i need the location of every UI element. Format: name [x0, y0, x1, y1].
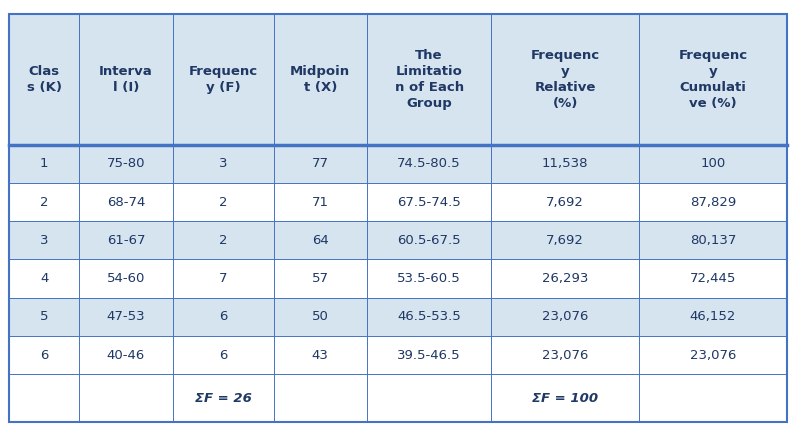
FancyBboxPatch shape [10, 374, 786, 422]
FancyBboxPatch shape [10, 145, 786, 183]
Text: Interva
l (I): Interva l (I) [99, 65, 153, 94]
FancyBboxPatch shape [10, 298, 786, 336]
FancyBboxPatch shape [10, 14, 786, 145]
Text: 26,293: 26,293 [542, 272, 588, 285]
Text: Frequenc
y (F): Frequenc y (F) [189, 65, 258, 94]
Text: 61-67: 61-67 [107, 234, 145, 247]
FancyBboxPatch shape [10, 260, 786, 298]
Text: 57: 57 [312, 272, 329, 285]
Text: 2: 2 [219, 196, 228, 209]
Text: ΣF = 26: ΣF = 26 [195, 392, 252, 405]
Text: 6: 6 [40, 349, 49, 362]
Text: 23,076: 23,076 [542, 349, 588, 362]
Text: Midpoin
t (X): Midpoin t (X) [291, 65, 350, 94]
Text: 40-46: 40-46 [107, 349, 145, 362]
Text: 3: 3 [40, 234, 49, 247]
Text: 7,692: 7,692 [546, 196, 584, 209]
Text: 68-74: 68-74 [107, 196, 145, 209]
Text: 23,076: 23,076 [542, 310, 588, 323]
Text: 80,137: 80,137 [689, 234, 736, 247]
Text: 43: 43 [312, 349, 329, 362]
Text: 100: 100 [700, 157, 725, 170]
Text: 47-53: 47-53 [107, 310, 145, 323]
Text: 71: 71 [312, 196, 329, 209]
Text: 2: 2 [219, 234, 228, 247]
Text: 53.5-60.5: 53.5-60.5 [397, 272, 461, 285]
Text: 5: 5 [40, 310, 49, 323]
Text: 46,152: 46,152 [689, 310, 736, 323]
Text: 6: 6 [219, 310, 228, 323]
FancyBboxPatch shape [10, 183, 786, 221]
Text: Clas
s (K): Clas s (K) [27, 65, 62, 94]
Text: 54-60: 54-60 [107, 272, 145, 285]
Text: 23,076: 23,076 [689, 349, 736, 362]
Text: 39.5-46.5: 39.5-46.5 [397, 349, 461, 362]
Text: 75-80: 75-80 [107, 157, 145, 170]
Text: 2: 2 [40, 196, 49, 209]
Text: The
Limitatio
n of Each
Group: The Limitatio n of Each Group [395, 49, 463, 110]
Text: 11,538: 11,538 [542, 157, 588, 170]
Text: 60.5-67.5: 60.5-67.5 [397, 234, 461, 247]
Text: 50: 50 [312, 310, 329, 323]
Text: 6: 6 [219, 349, 228, 362]
Text: 64: 64 [312, 234, 329, 247]
Text: 7: 7 [219, 272, 228, 285]
Text: 72,445: 72,445 [689, 272, 736, 285]
Text: 4: 4 [40, 272, 49, 285]
Text: Frequenc
y
Relative
(%): Frequenc y Relative (%) [531, 49, 599, 110]
Text: 3: 3 [219, 157, 228, 170]
Text: 74.5-80.5: 74.5-80.5 [397, 157, 461, 170]
Text: 87,829: 87,829 [689, 196, 736, 209]
Text: 77: 77 [312, 157, 329, 170]
Text: 1: 1 [40, 157, 49, 170]
Text: Frequenc
y
Cumulati
ve (%): Frequenc y Cumulati ve (%) [678, 49, 747, 110]
Text: 67.5-74.5: 67.5-74.5 [397, 196, 461, 209]
Text: 7,692: 7,692 [546, 234, 584, 247]
FancyBboxPatch shape [10, 221, 786, 260]
Text: 46.5-53.5: 46.5-53.5 [397, 310, 461, 323]
FancyBboxPatch shape [10, 336, 786, 374]
Text: ΣF = 100: ΣF = 100 [532, 392, 599, 405]
